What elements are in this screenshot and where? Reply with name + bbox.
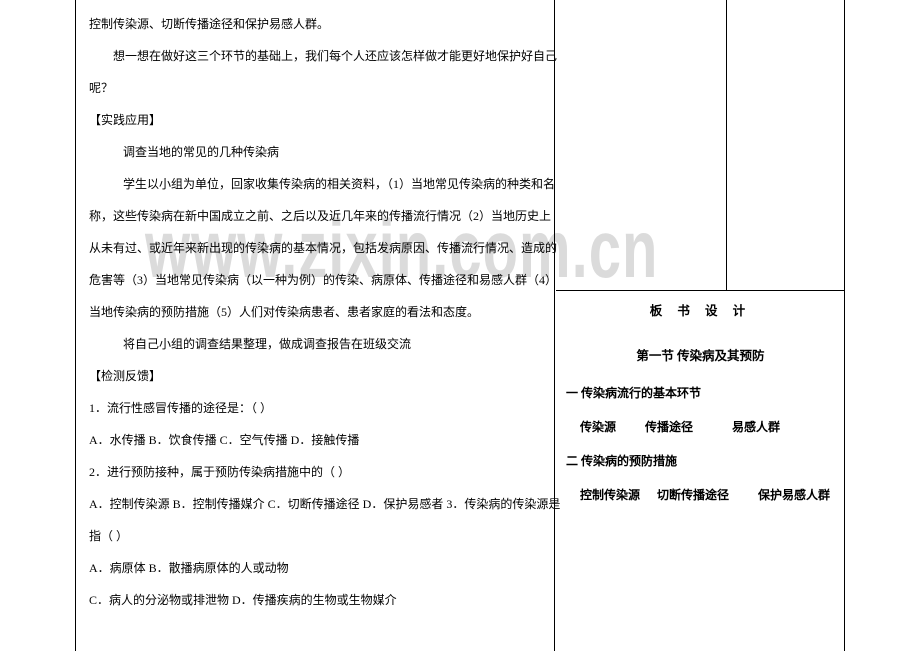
vertical-divider (726, 0, 727, 290)
body-line: 将自己小组的调查结果整理，做成调查报告在班级交流 (89, 328, 542, 360)
board-item: 切断传播途径 (657, 488, 729, 502)
left-column: 控制传染源、切断传播途径和保护易感人群。 想一想在做好这三个环节的基础上，我们每… (75, 0, 555, 651)
board-content: 第一节 传染病及其预防 一 传染病流行的基本环节 传染源 传播途径 易感人群 二… (566, 345, 835, 520)
body-line: A．水传播 B．饮食传播 C．空气传播 D．接触传播 (89, 424, 542, 456)
board-item: 控制传染源 (580, 488, 640, 502)
right-column: 板 书 设 计 第一节 传染病及其预防 一 传染病流行的基本环节 传染源 传播途… (556, 0, 845, 651)
board-item: 传播途径 (645, 420, 693, 434)
section-heading: 【检测反馈】 (89, 360, 542, 392)
section-heading: 【实践应用】 (89, 104, 542, 136)
body-line: 2．进行预防接种，属于预防传染病措施中的（ ） (89, 456, 542, 488)
horizontal-divider (556, 290, 845, 291)
board-section-title: 第一节 传染病及其预防 (566, 345, 835, 364)
board-heading-1: 一 传染病流行的基本环节 (566, 384, 835, 402)
body-line: 当地传染病的预防措施（5）人们对传染病患者、患者家庭的看法和态度。 (89, 296, 542, 328)
board-item: 易感人群 (732, 420, 780, 434)
body-line: A．病原体 B．散播病原体的人或动物 (89, 552, 542, 584)
board-item: 保护易感人群 (758, 488, 830, 502)
body-line: 称，这些传染病在新中国成立之前、之后以及近几年来的传播流行情况（2）当地历史上 (89, 200, 542, 232)
board-item: 传染源 (580, 420, 616, 434)
body-line: 1．流行性感冒传播的途径是：（ ） (89, 392, 542, 424)
body-line: 呢？ (89, 72, 542, 104)
body-line: 控制传染源、切断传播途径和保护易感人群。 (89, 8, 542, 40)
board-heading-2: 二 传染病的预防措施 (566, 452, 835, 470)
body-line: 从未有过、或近年来新出现的传染病的基本情况，包括发病原因、传播流行情况、造成的 (89, 232, 542, 264)
body-line: 学生以小组为单位，回家收集传染病的相关资料，（1）当地常见传染病的种类和名 (89, 168, 542, 200)
body-line: 调查当地的常见的几种传染病 (89, 136, 542, 168)
body-line: 危害等（3）当地常见传染病（以一种为例）的传染、病原体、传播途径和易感人群（4） (89, 264, 542, 296)
body-line: 指（ ） (89, 520, 542, 552)
board-items-2: 控制传染源 切断传播途径 保护易感人群 (566, 486, 835, 504)
body-line: 想一想在做好这三个环节的基础上，我们每个人还应该怎样做才能更好地保护好自己 (89, 40, 542, 72)
board-items-1: 传染源 传播途径 易感人群 (566, 418, 835, 436)
body-line: A．控制传染源 B．控制传播媒介 C．切断传播途径 D．保护易感者 3．传染病的… (89, 488, 542, 520)
board-design-label: 板 书 设 计 (556, 300, 845, 319)
body-line: C．病人的分泌物或排泄物 D．传播疾病的生物或生物媒介 (89, 584, 542, 616)
